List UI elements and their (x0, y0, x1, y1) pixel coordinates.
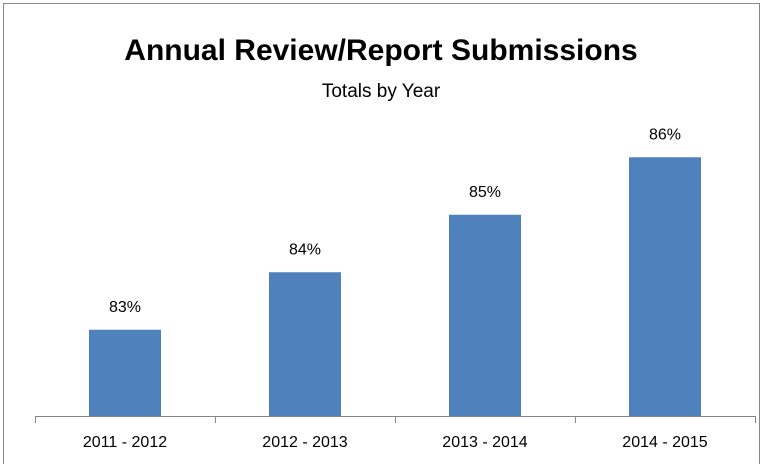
data-label: 84% (289, 241, 321, 258)
x-tick-label: 2014 - 2015 (622, 434, 708, 451)
x-tick-label: 2011 - 2012 (83, 434, 167, 451)
data-label: 85% (469, 184, 501, 201)
data-label: 86% (649, 126, 681, 143)
bar (629, 157, 701, 416)
bar (449, 214, 521, 416)
bar (269, 272, 341, 416)
chart-title: Annual Review/Report Submissions (124, 34, 637, 67)
data-label: 83% (109, 299, 141, 316)
chart-subtitle: Totals by Year (322, 81, 441, 102)
bar (89, 329, 161, 416)
x-tick-label: 2013 - 2014 (442, 434, 528, 451)
x-tick-label: 2012 - 2013 (262, 434, 348, 451)
